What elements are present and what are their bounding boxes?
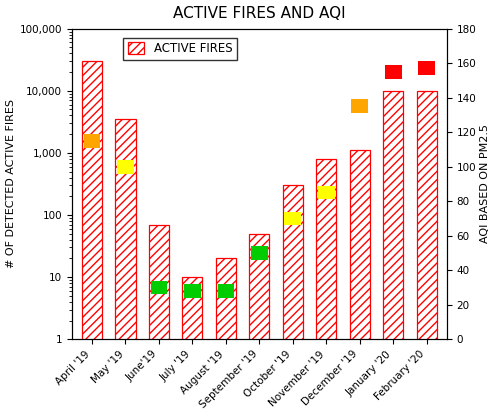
Bar <box>183 277 202 416</box>
Bar <box>350 150 370 416</box>
Bar <box>383 91 403 416</box>
Bar <box>82 61 102 416</box>
Bar <box>84 134 100 148</box>
Title: ACTIVE FIRES AND AQI: ACTIVE FIRES AND AQI <box>173 5 346 20</box>
Bar <box>251 246 268 260</box>
Bar <box>216 258 236 416</box>
Y-axis label: AQI BASED ON PM2.5: AQI BASED ON PM2.5 <box>481 124 491 243</box>
Bar <box>116 119 135 416</box>
Bar <box>318 186 335 199</box>
Bar <box>184 284 201 298</box>
Bar <box>218 284 234 298</box>
Bar <box>418 62 435 75</box>
Bar <box>417 91 437 416</box>
Bar <box>283 186 303 416</box>
Bar <box>149 225 169 416</box>
Bar <box>117 160 134 173</box>
Bar <box>285 212 301 225</box>
Bar <box>352 99 368 113</box>
Legend: ACTIVE FIRES: ACTIVE FIRES <box>123 38 237 60</box>
Bar <box>249 234 269 416</box>
Bar <box>151 280 167 295</box>
Bar <box>385 65 402 79</box>
Y-axis label: # OF DETECTED ACTIVE FIRES: # OF DETECTED ACTIVE FIRES <box>5 99 15 268</box>
Bar <box>316 159 336 416</box>
